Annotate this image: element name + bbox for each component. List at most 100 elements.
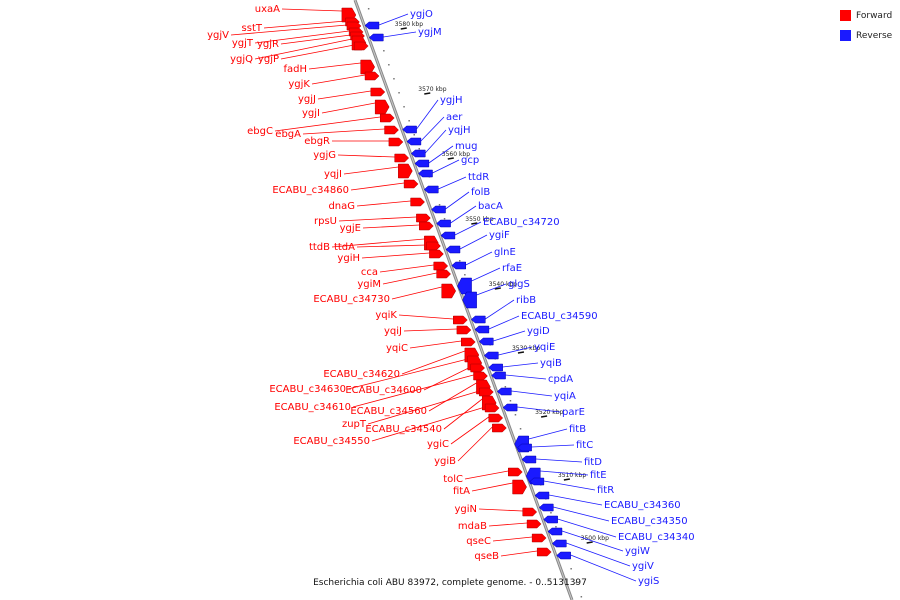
axis-dot	[388, 64, 390, 66]
forward-gene-label: rpsU	[314, 216, 337, 227]
forward-feature	[403, 179, 419, 189]
forward-gene-label: ECABU_c34730	[313, 294, 390, 305]
caption: Escherichia coli ABU 83972, complete gen…	[0, 578, 900, 588]
forward-leader	[367, 390, 480, 425]
reverse-gene-label: bacA	[478, 201, 503, 212]
forward-feature	[433, 261, 449, 271]
reverse-leader	[432, 159, 460, 174]
forward-leader	[450, 416, 489, 445]
tick-label: 3520 kbp	[535, 409, 563, 416]
forward-leader	[371, 406, 486, 442]
reverse-leader	[505, 374, 547, 380]
reverse-leader	[459, 234, 488, 250]
reverse-feature	[445, 245, 461, 254]
axis-dot	[519, 428, 522, 430]
forward-gene-label: ygiM	[357, 279, 381, 290]
reverse-feature	[364, 21, 380, 30]
tick-mark	[586, 541, 593, 544]
reverse-leader	[566, 542, 631, 567]
forward-feature	[394, 153, 410, 163]
reverse-labels: ygjO ygjM ygjH aer yqjH mug gcp ttdR folB bacA ECA…	[410, 9, 695, 587]
forward-leader	[343, 166, 399, 175]
forward-feature	[522, 507, 538, 517]
reverse-feature	[538, 503, 554, 512]
forward-leader	[500, 550, 538, 557]
reverse-gene-label: mug	[455, 141, 477, 152]
reverse-gene-label: ygiS	[638, 576, 659, 587]
legend-reverse-label: Reverse	[856, 30, 893, 41]
forward-gene-label: ygiN	[454, 504, 477, 515]
reverse-gene-label: ygjH	[440, 95, 463, 106]
reverse-gene-label: fitE	[590, 470, 607, 481]
reverse-feature	[521, 455, 537, 464]
forward-gene-label: ygjQ	[230, 54, 253, 65]
reverse-feature	[436, 219, 451, 228]
reverse-leader	[420, 116, 445, 142]
forward-leader	[362, 224, 420, 229]
forward-feature	[416, 213, 431, 223]
reverse-feature	[406, 137, 422, 146]
axis-dot	[418, 148, 420, 150]
reverse-gene-label: ECABU_c34590	[521, 311, 598, 322]
reverse-gene-label: gcp	[461, 155, 479, 166]
reverse-feature	[517, 443, 532, 452]
forward-gene-label: ygjE	[340, 223, 361, 234]
reverse-feature	[368, 33, 384, 42]
forward-leader-lines	[230, 8, 538, 557]
reverse-leader	[438, 176, 467, 190]
reverse-leader	[454, 221, 482, 236]
forward-gene-label: ygjR	[257, 39, 279, 50]
forward-leader	[478, 508, 523, 512]
axis-dot	[570, 568, 572, 570]
axis-dot	[509, 400, 512, 402]
forward-gene-label: fitA	[453, 486, 470, 497]
forward-feature	[456, 325, 472, 335]
forward-leader	[382, 272, 437, 285]
reverse-gene-label: ribB	[516, 295, 536, 306]
forward-feature	[484, 403, 500, 413]
tick-mark	[563, 478, 570, 481]
reverse-feature	[451, 261, 467, 270]
forward-leader	[398, 314, 454, 320]
forward-gene-label: zupT	[342, 419, 367, 430]
forward-leader	[492, 536, 533, 542]
reverse-feature	[423, 185, 439, 194]
tick-mark	[424, 92, 431, 95]
forward-leader	[488, 522, 528, 527]
reverse-leader	[570, 554, 637, 582]
reverse-gene-label: ygiW	[625, 546, 650, 557]
forward-gene-label: ttdB	[309, 242, 330, 253]
axis-dot	[580, 596, 583, 598]
forward-gene-label: mdaB	[458, 521, 487, 532]
forward-gene-label: ygiB	[434, 456, 456, 467]
tick-label: 3580 kbp	[395, 21, 423, 28]
forward-leader	[471, 482, 513, 492]
forward-feature	[410, 197, 425, 207]
forward-leader	[350, 182, 405, 191]
forward-gene-label: ttdA	[334, 242, 355, 253]
forward-leader	[356, 200, 411, 207]
reverse-leader	[561, 530, 624, 552]
tick-label: 3500 kbp	[581, 535, 609, 542]
reverse-feature	[478, 337, 494, 346]
forward-swatch	[840, 10, 851, 21]
forward-feature	[492, 423, 507, 433]
reverse-leader	[428, 145, 454, 164]
forward-features	[341, 7, 552, 557]
reverse-gene-label: fitR	[597, 485, 614, 496]
forward-feature	[531, 533, 547, 543]
tick-mark	[540, 415, 548, 418]
forward-gene-label: tolC	[443, 474, 463, 485]
forward-leader	[311, 74, 366, 85]
forward-leader	[356, 244, 427, 248]
forward-gene-label: ebgR	[304, 136, 330, 147]
reverse-gene-label: aer	[446, 112, 463, 123]
reverse-gene-label: glnE	[494, 247, 516, 258]
reverse-leader	[416, 99, 439, 130]
reverse-gene-label: ttdR	[468, 172, 489, 183]
forward-gene-label: fadH	[283, 64, 307, 75]
reverse-leader	[548, 494, 603, 506]
axis-dot	[413, 134, 415, 136]
forward-leader	[308, 62, 361, 70]
forward-gene-label: ECABU_c34620	[323, 369, 400, 380]
